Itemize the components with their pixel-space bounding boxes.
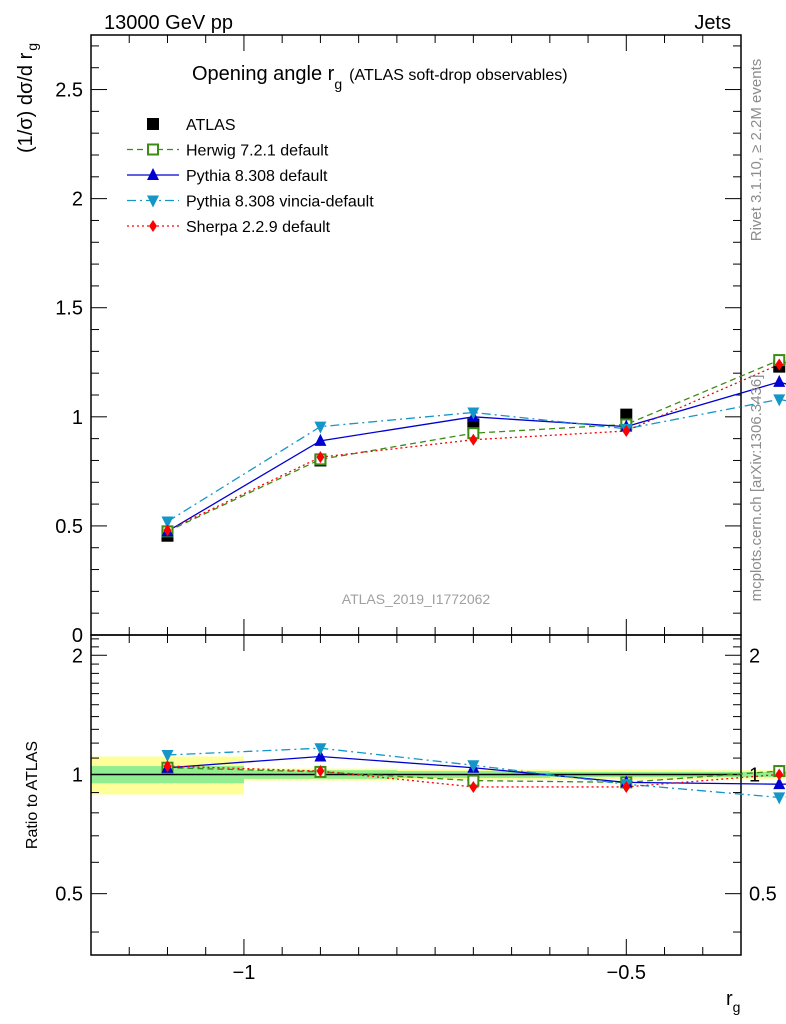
rivet-version-label: Rivet 3.1.10, ≥ 2.2M events <box>748 59 765 242</box>
ratio-y-tick-label-right: 1 <box>749 764 760 786</box>
legend-label-atlas: ATLAS <box>186 117 236 134</box>
main-point-vincia <box>161 516 174 529</box>
energy-label: 13000 GeV pp <box>104 12 233 34</box>
main-point-pythia <box>314 433 327 446</box>
main-point-sherpa <box>316 451 325 464</box>
ratio-point-sherpa <box>163 760 172 773</box>
plot-title-sub: g <box>334 76 342 92</box>
main-y-axis-label-sub: g <box>24 43 40 51</box>
main-series-line-pythia <box>167 381 786 532</box>
main-point-vincia <box>467 407 480 420</box>
main-y-axis-label: (1/σ) dσ/d rg <box>15 43 40 153</box>
legend-marker-herwig <box>147 143 159 156</box>
legend-label-sherpa: Sherpa 2.2.9 default <box>186 219 331 236</box>
ratio-y-tick-label: 2 <box>72 645 83 667</box>
legend-marker-atlas <box>147 118 159 130</box>
ratio-series-line-herwig <box>167 767 786 784</box>
main-point-atlas <box>620 408 633 421</box>
main-y-tick-label: 1.5 <box>55 298 83 320</box>
ratio-point-sherpa <box>622 780 631 793</box>
ratio-point-vincia <box>467 760 480 773</box>
plot-title-suffix: (ATLAS soft-drop observables) <box>349 67 567 84</box>
ratio-y-tick-label-right: 0.5 <box>749 884 777 906</box>
main-y-tick-label: 0.5 <box>55 516 83 538</box>
main-y-tick-label: 0 <box>72 625 83 647</box>
legend-marker-pythia <box>147 168 159 180</box>
legend-label-pythia: Pythia 8.308 default <box>186 168 328 185</box>
ratio-point-sherpa <box>469 780 478 793</box>
x-axis-label-sub: g <box>733 999 741 1015</box>
main-plot: 0 0.5 1 1.5 2 2.5 ATLAS Herwig 7.2.1 default Pyt… <box>55 34 786 647</box>
legend-marker-vincia <box>147 195 159 208</box>
main-y-tick-label: 1 <box>72 407 83 429</box>
ratio-point-vincia <box>773 792 786 805</box>
ratio-point-sherpa <box>775 768 784 781</box>
main-point-vincia <box>773 394 786 407</box>
x-axis-label-text: r <box>726 988 733 1010</box>
legend-label-vincia: Pythia 8.308 vincia-default <box>186 194 374 211</box>
ratio-plot: 0.5 0.5 1 1 2 2 −1 −0.5 <box>55 634 786 984</box>
ratio-band-inner <box>702 771 786 778</box>
ratio-point-vincia <box>314 743 327 756</box>
main-point-pythia <box>773 374 786 387</box>
legend-label-herwig: Herwig 7.2.1 default <box>186 143 329 160</box>
ratio-x-tick-label: −0.5 <box>607 962 646 984</box>
ratio-y-axis-label: Ratio to ATLAS <box>24 741 41 849</box>
ratio-y-tick-label-right: 2 <box>749 645 760 667</box>
ratio-point-pythia <box>773 777 786 790</box>
main-point-sherpa <box>163 524 172 537</box>
legend-marker-sherpa <box>149 220 157 232</box>
main-point-vincia <box>314 421 327 434</box>
ratio-frame <box>90 634 742 956</box>
analysis-label: ATLAS_2019_I1772062 <box>342 591 491 607</box>
process-label: Jets <box>694 12 731 34</box>
plot-title-main: Opening angle r <box>192 63 335 85</box>
main-point-sherpa <box>622 425 631 437</box>
ratio-point-vincia <box>161 749 174 762</box>
ratio-series-line-vincia <box>167 747 786 799</box>
plot-title: Opening angle rg (ATLAS soft-drop observa… <box>192 63 568 92</box>
main-series-line-sherpa <box>167 363 786 531</box>
ratio-point-pythia <box>314 749 327 762</box>
main-y-axis-label-text: (1/σ) dσ/d r <box>15 52 37 153</box>
x-axis-label: rg <box>726 988 740 1015</box>
source-label: mcplots.cern.ch [arXiv:1306.3436] <box>748 375 765 602</box>
ratio-x-tick-label: −1 <box>233 962 256 984</box>
main-series-line-herwig <box>167 359 786 532</box>
main-y-tick-label: 2.5 <box>55 80 83 102</box>
ratio-point-sherpa <box>316 765 325 778</box>
ratio-y-tick-label: 0.5 <box>55 884 83 906</box>
main-point-sherpa <box>775 358 784 371</box>
ratio-y-tick-label: 1 <box>72 764 83 786</box>
main-y-tick-label: 2 <box>72 189 83 211</box>
main-point-sherpa <box>469 433 478 446</box>
